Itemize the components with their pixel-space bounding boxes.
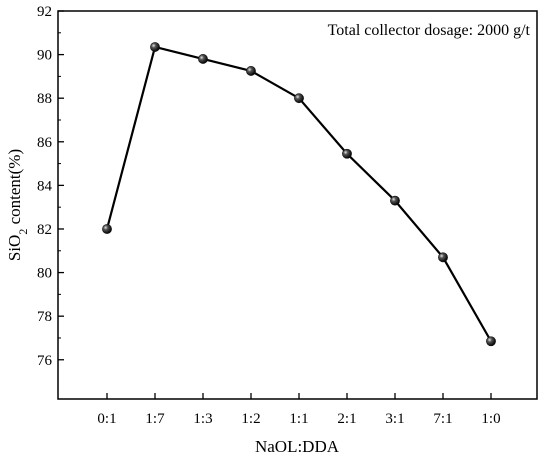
x-tick-label: 1:7 [145,411,165,427]
data-point [198,54,208,64]
data-point [342,148,352,159]
plot-frame [57,10,538,400]
annotation: Total collector dosage: 2000 g/t [328,22,531,39]
x-tick-label: 1:2 [241,411,260,427]
y-axis: 76 78 80 82 84 86 88 90 92 [37,4,64,369]
x-tick-label: 3:1 [385,411,404,427]
y-axis-label-sub: 2 [16,229,30,235]
data-point [246,66,256,76]
x-tick-label: 1:3 [193,411,212,427]
x-axis: 0:1 1:7 1:3 1:2 1:1 2:1 3:1 7:1 1:0 [97,393,501,427]
x-tick-label: 2:1 [337,411,356,427]
data-point [438,252,448,263]
y-tick-label: 80 [37,266,52,282]
y-axis-label-main: SiO [5,235,24,261]
y-tick-label: 90 [37,48,52,64]
series-line [105,45,492,342]
y-tick-label: 82 [37,222,52,238]
y-tick-label: 76 [37,353,53,369]
y-axis-label: SiO2 content(%) [5,149,30,261]
data-point [102,224,112,234]
x-tick-label: 0:1 [97,411,116,427]
data-point [390,195,400,206]
x-axis-label: NaOL:DDA [255,437,340,456]
x-tick-label: 1:1 [289,411,308,427]
data-markers [102,42,496,347]
x-tick-label: 1:0 [481,411,500,427]
x-tick-label: 7:1 [433,411,452,427]
data-point [294,93,304,104]
y-axis-label-rest: content(%) [5,149,24,229]
y-tick-label: 88 [37,91,52,107]
y-tick-label: 86 [37,135,53,151]
y-tick-label: 78 [37,309,52,325]
data-point [150,42,160,52]
data-point [486,336,496,347]
y-tick-label: 92 [37,4,52,20]
y-tick-label: 84 [37,178,53,194]
